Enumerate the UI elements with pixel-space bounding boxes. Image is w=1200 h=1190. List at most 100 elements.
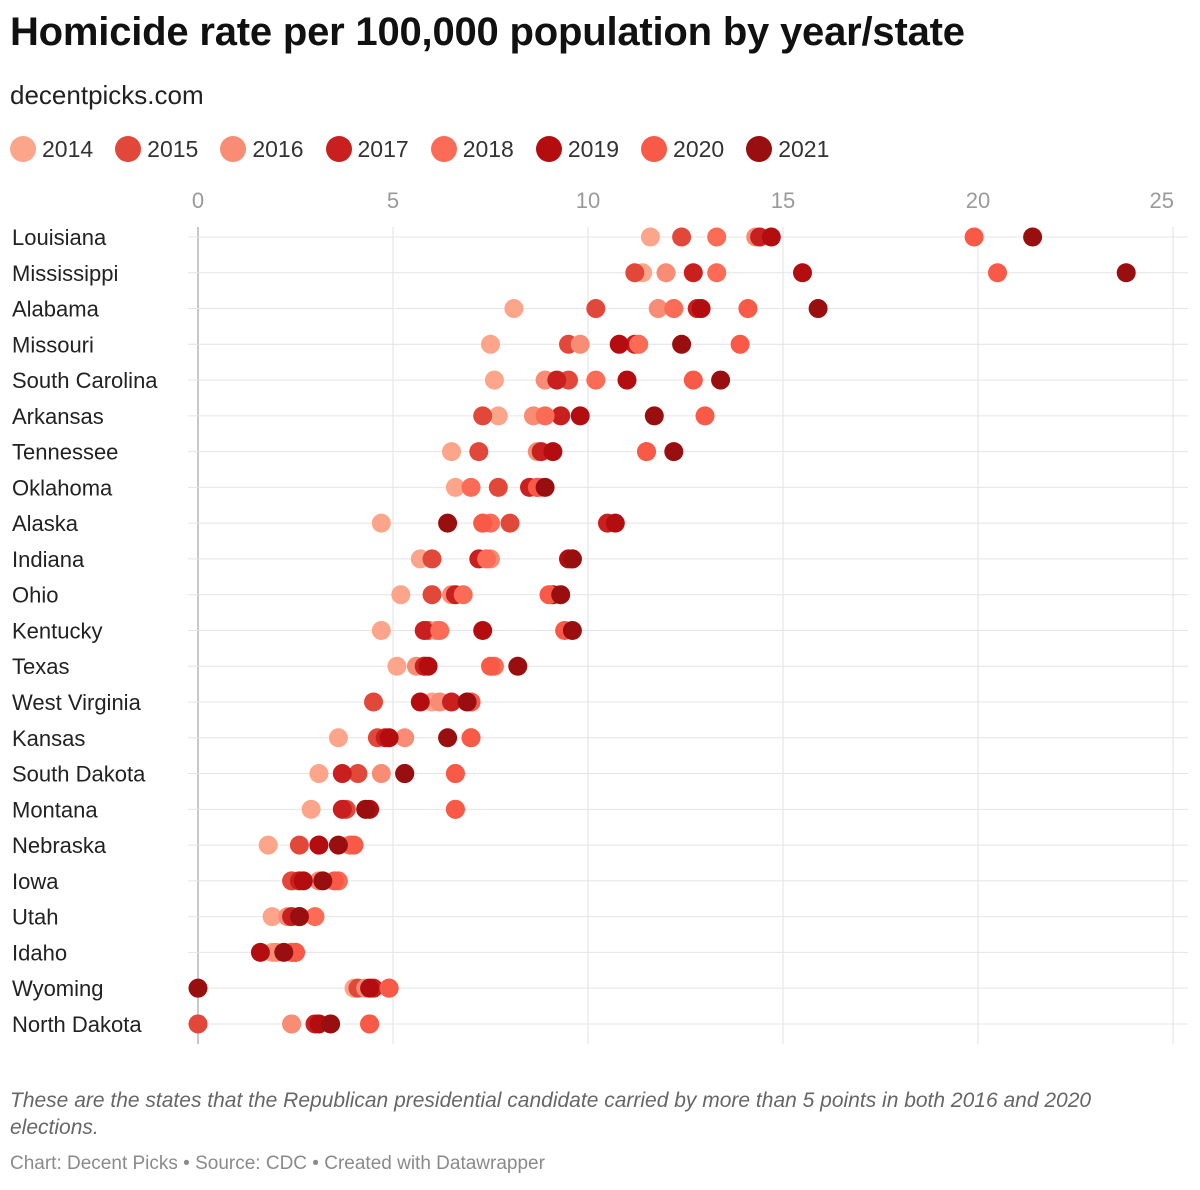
data-point	[453, 585, 473, 605]
legend-swatch	[535, 136, 562, 162]
data-point	[305, 907, 325, 927]
state-label: Arkansas	[12, 404, 104, 429]
data-point	[391, 585, 411, 605]
data-points	[188, 227, 1136, 1034]
legend-label: 2021	[778, 135, 830, 162]
scatter-plot: 0 5 10 15 20 25 Louisiana Mississippi Alabama Mi…	[12, 188, 1188, 1044]
data-point	[309, 764, 329, 784]
data-point	[793, 263, 812, 283]
data-point	[570, 334, 590, 354]
data-point	[605, 513, 625, 533]
x-tick-label: 10	[576, 188, 600, 213]
x-tick-label: 20	[966, 188, 990, 213]
data-point	[422, 549, 442, 569]
data-point	[570, 406, 590, 426]
legend-label: 2017	[357, 135, 409, 162]
data-point	[672, 227, 692, 247]
legend-item: 2020	[641, 136, 724, 163]
legend-item: 2021	[746, 136, 829, 163]
legend-item: 2014	[10, 136, 93, 163]
state-label: South Carolina	[12, 368, 158, 393]
data-point	[629, 334, 649, 354]
state-label: Kansas	[12, 726, 85, 751]
chart-subtitle: decentpicks.com	[10, 80, 204, 110]
data-point	[656, 263, 676, 283]
state-label: Indiana	[12, 547, 85, 572]
data-point	[609, 334, 629, 354]
legend-label: 2018	[462, 135, 514, 162]
data-point	[360, 1014, 380, 1034]
chart-title: Homicide rate per 100,000 population by …	[10, 10, 965, 54]
legend-label: 2020	[673, 135, 725, 162]
legend-label: 2019	[567, 135, 620, 162]
data-point	[188, 978, 208, 998]
data-point	[683, 370, 703, 390]
data-point	[282, 1014, 302, 1034]
x-tick-label: 15	[771, 188, 795, 213]
state-label: Kentucky	[12, 618, 103, 643]
data-point	[371, 620, 391, 640]
data-point	[418, 656, 438, 676]
data-point	[457, 692, 477, 712]
state-label: Iowa	[12, 869, 59, 894]
data-point	[481, 334, 500, 354]
data-point	[473, 406, 493, 426]
data-point	[430, 620, 450, 640]
state-label: Nebraska	[12, 833, 107, 858]
data-point	[683, 263, 703, 283]
data-point	[761, 227, 781, 247]
data-point	[473, 513, 493, 533]
data-point	[586, 299, 606, 319]
legend-item: 2019	[535, 135, 620, 163]
data-point	[711, 370, 731, 390]
data-point	[410, 692, 430, 712]
data-point	[461, 477, 481, 497]
data-point	[477, 549, 497, 569]
data-point	[422, 585, 442, 605]
chart-notes: These are the states that the Republican…	[10, 1089, 1092, 1139]
legend-label: 2015	[147, 135, 199, 162]
legend-item: 2016	[220, 136, 304, 163]
data-point	[414, 620, 434, 640]
data-point	[328, 835, 348, 855]
data-point	[360, 978, 380, 998]
data-point	[562, 549, 582, 569]
data-point	[551, 585, 571, 605]
data-point	[313, 871, 333, 891]
grid	[188, 227, 1188, 1044]
data-point	[664, 299, 684, 319]
data-point	[738, 299, 758, 319]
x-tick-label: 5	[387, 188, 399, 213]
data-point	[551, 406, 571, 426]
data-point	[500, 513, 520, 533]
data-point	[484, 370, 504, 390]
state-label: Mississippi	[12, 261, 118, 286]
legend-item: 2017	[325, 135, 409, 163]
data-point	[188, 1014, 208, 1034]
data-point	[364, 692, 383, 712]
data-point	[289, 907, 309, 927]
data-point	[964, 227, 984, 247]
data-point	[445, 799, 465, 819]
data-point	[379, 978, 399, 998]
data-point	[438, 513, 458, 533]
state-label: Montana	[12, 797, 98, 822]
data-point	[1116, 263, 1136, 283]
data-point	[586, 370, 606, 390]
state-label: South Dakota	[12, 762, 146, 787]
data-point	[1023, 227, 1043, 247]
state-label: Tennessee	[12, 440, 118, 465]
x-tick-label: 0	[192, 188, 204, 213]
data-point	[328, 728, 348, 748]
data-point	[617, 370, 637, 390]
data-point	[469, 442, 489, 462]
data-point	[637, 442, 656, 462]
state-label: Wyoming	[12, 976, 104, 1001]
x-axis-ticks: 0 5 10 15 20 25	[192, 188, 1174, 213]
legend-swatch	[325, 136, 352, 162]
data-point	[379, 728, 399, 748]
data-point	[289, 835, 309, 855]
data-point	[258, 835, 278, 855]
state-label: Idaho	[12, 940, 67, 965]
data-point	[988, 263, 1007, 283]
